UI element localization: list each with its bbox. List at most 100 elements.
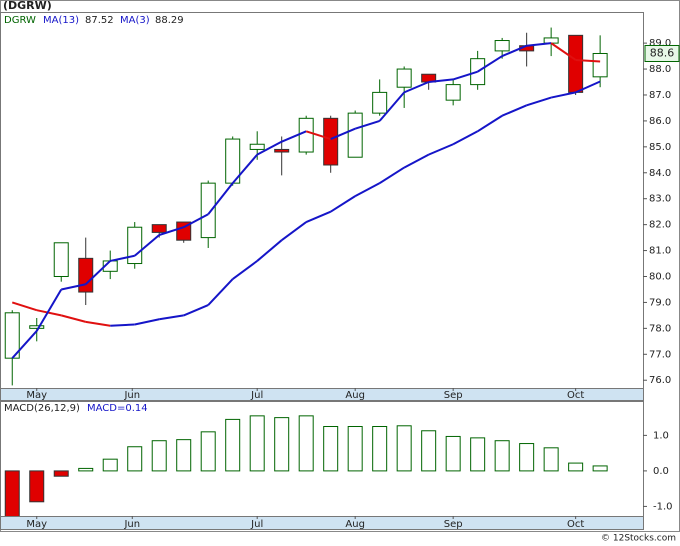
macd-bar	[421, 430, 437, 472]
ma-line	[281, 130, 307, 143]
y-tick-label: 84.0	[649, 168, 671, 179]
ma-line	[11, 301, 38, 312]
ma-line	[501, 104, 528, 117]
footer: © 12Stocks.com	[601, 534, 676, 544]
candle-body	[396, 68, 412, 88]
legend-value: 88.29	[155, 15, 184, 26]
ma-line	[60, 314, 86, 323]
macd-bar	[4, 470, 20, 516]
x-tick-label: Jun	[123, 519, 140, 530]
chart-title: (DGRW)	[3, 0, 52, 12]
candle-body	[568, 34, 584, 93]
ma-line	[477, 114, 503, 133]
ma-line	[378, 91, 405, 122]
macd-bar	[274, 417, 290, 472]
ma-line	[575, 80, 601, 94]
candle-body	[127, 226, 143, 265]
macd-bar	[494, 440, 510, 472]
y-tick-label: -1.0	[653, 501, 673, 512]
ma-line	[134, 234, 160, 257]
macd-bar	[519, 443, 535, 472]
y-tick-label: 89.0	[649, 38, 671, 49]
macd-bar	[29, 470, 45, 503]
ma-line	[61, 283, 86, 291]
macd-value: MACD=0.14	[87, 403, 148, 414]
x-tick-label: May	[26, 390, 47, 401]
legend-name: MA(3)	[120, 15, 150, 26]
ma-line	[330, 195, 356, 213]
x-strip	[0, 516, 644, 530]
macd-bar	[200, 431, 216, 472]
candle-body	[274, 148, 290, 153]
ma-line	[501, 44, 528, 58]
y-tick-label: 86.0	[649, 116, 671, 127]
macd-bar	[470, 437, 486, 472]
y-tick-label: 81.0	[649, 246, 671, 257]
candle-body	[176, 221, 192, 241]
ma-line	[232, 260, 258, 280]
y-tick-label: 83.0	[649, 194, 671, 205]
ma-line	[330, 127, 356, 140]
ma-line	[379, 166, 405, 184]
y-tick-label: 79.0	[649, 297, 671, 308]
candle-body	[494, 40, 510, 52]
candle-body	[298, 117, 314, 153]
candle-body	[53, 242, 69, 277]
candle-body	[78, 257, 94, 293]
macd-bar	[543, 447, 559, 472]
price-panel	[0, 12, 644, 389]
ma-line	[256, 140, 283, 156]
y-tick-label: 77.0	[649, 349, 671, 360]
ma-line	[575, 58, 601, 63]
x-tick-label: Sep	[444, 390, 463, 401]
x-tick-label: Jul	[250, 519, 263, 530]
ma-line	[36, 309, 62, 317]
x-tick-label: Oct	[567, 390, 584, 401]
ma-line	[305, 130, 331, 141]
candle-body	[445, 84, 461, 101]
ma-line	[452, 70, 478, 81]
x-tick-label: Sep	[444, 519, 463, 530]
macd-bar	[298, 415, 314, 472]
ma-line	[305, 210, 332, 223]
macd-bar	[225, 418, 241, 472]
y-tick-label: 78.0	[649, 323, 671, 334]
legend-ticker: DGRW	[4, 15, 36, 26]
macd-bar	[176, 439, 192, 472]
candle-body	[592, 52, 608, 78]
ma-line	[231, 153, 258, 184]
macd-bar	[396, 425, 412, 472]
macd-bar	[445, 435, 461, 472]
ma-line	[11, 330, 38, 359]
ma-line	[207, 182, 234, 215]
ma-line	[428, 78, 454, 84]
x-tick-label: Aug	[345, 390, 365, 401]
ma-line	[550, 91, 576, 99]
ma-line	[183, 213, 209, 229]
y-tick-label: 80.0	[649, 271, 671, 282]
ma-line	[158, 226, 185, 236]
macd-bar	[151, 440, 167, 472]
macd-bar	[568, 462, 584, 472]
ma-line	[477, 55, 503, 73]
macd-bar	[592, 465, 608, 472]
price-tag-label: 88.6	[650, 46, 675, 59]
x-strip	[0, 388, 644, 401]
candle-body	[249, 143, 265, 150]
ma-line	[134, 318, 160, 326]
ma-line	[281, 221, 307, 241]
macd-bar	[127, 446, 143, 472]
ma-line	[85, 320, 111, 327]
macd-bars	[4, 415, 608, 516]
x-tick-label: Jun	[123, 390, 140, 401]
y-tick-label: 85.0	[649, 142, 671, 153]
ma-line	[403, 153, 430, 169]
x-tick-label: Oct	[567, 519, 584, 530]
macd-bar	[102, 458, 118, 472]
ma-line	[159, 314, 184, 321]
candle-body	[200, 182, 216, 239]
y-tick-label: 82.0	[649, 220, 671, 231]
macd-bar	[53, 470, 69, 477]
ma-line	[85, 260, 111, 285]
x-tick-label: Jul	[250, 390, 263, 401]
